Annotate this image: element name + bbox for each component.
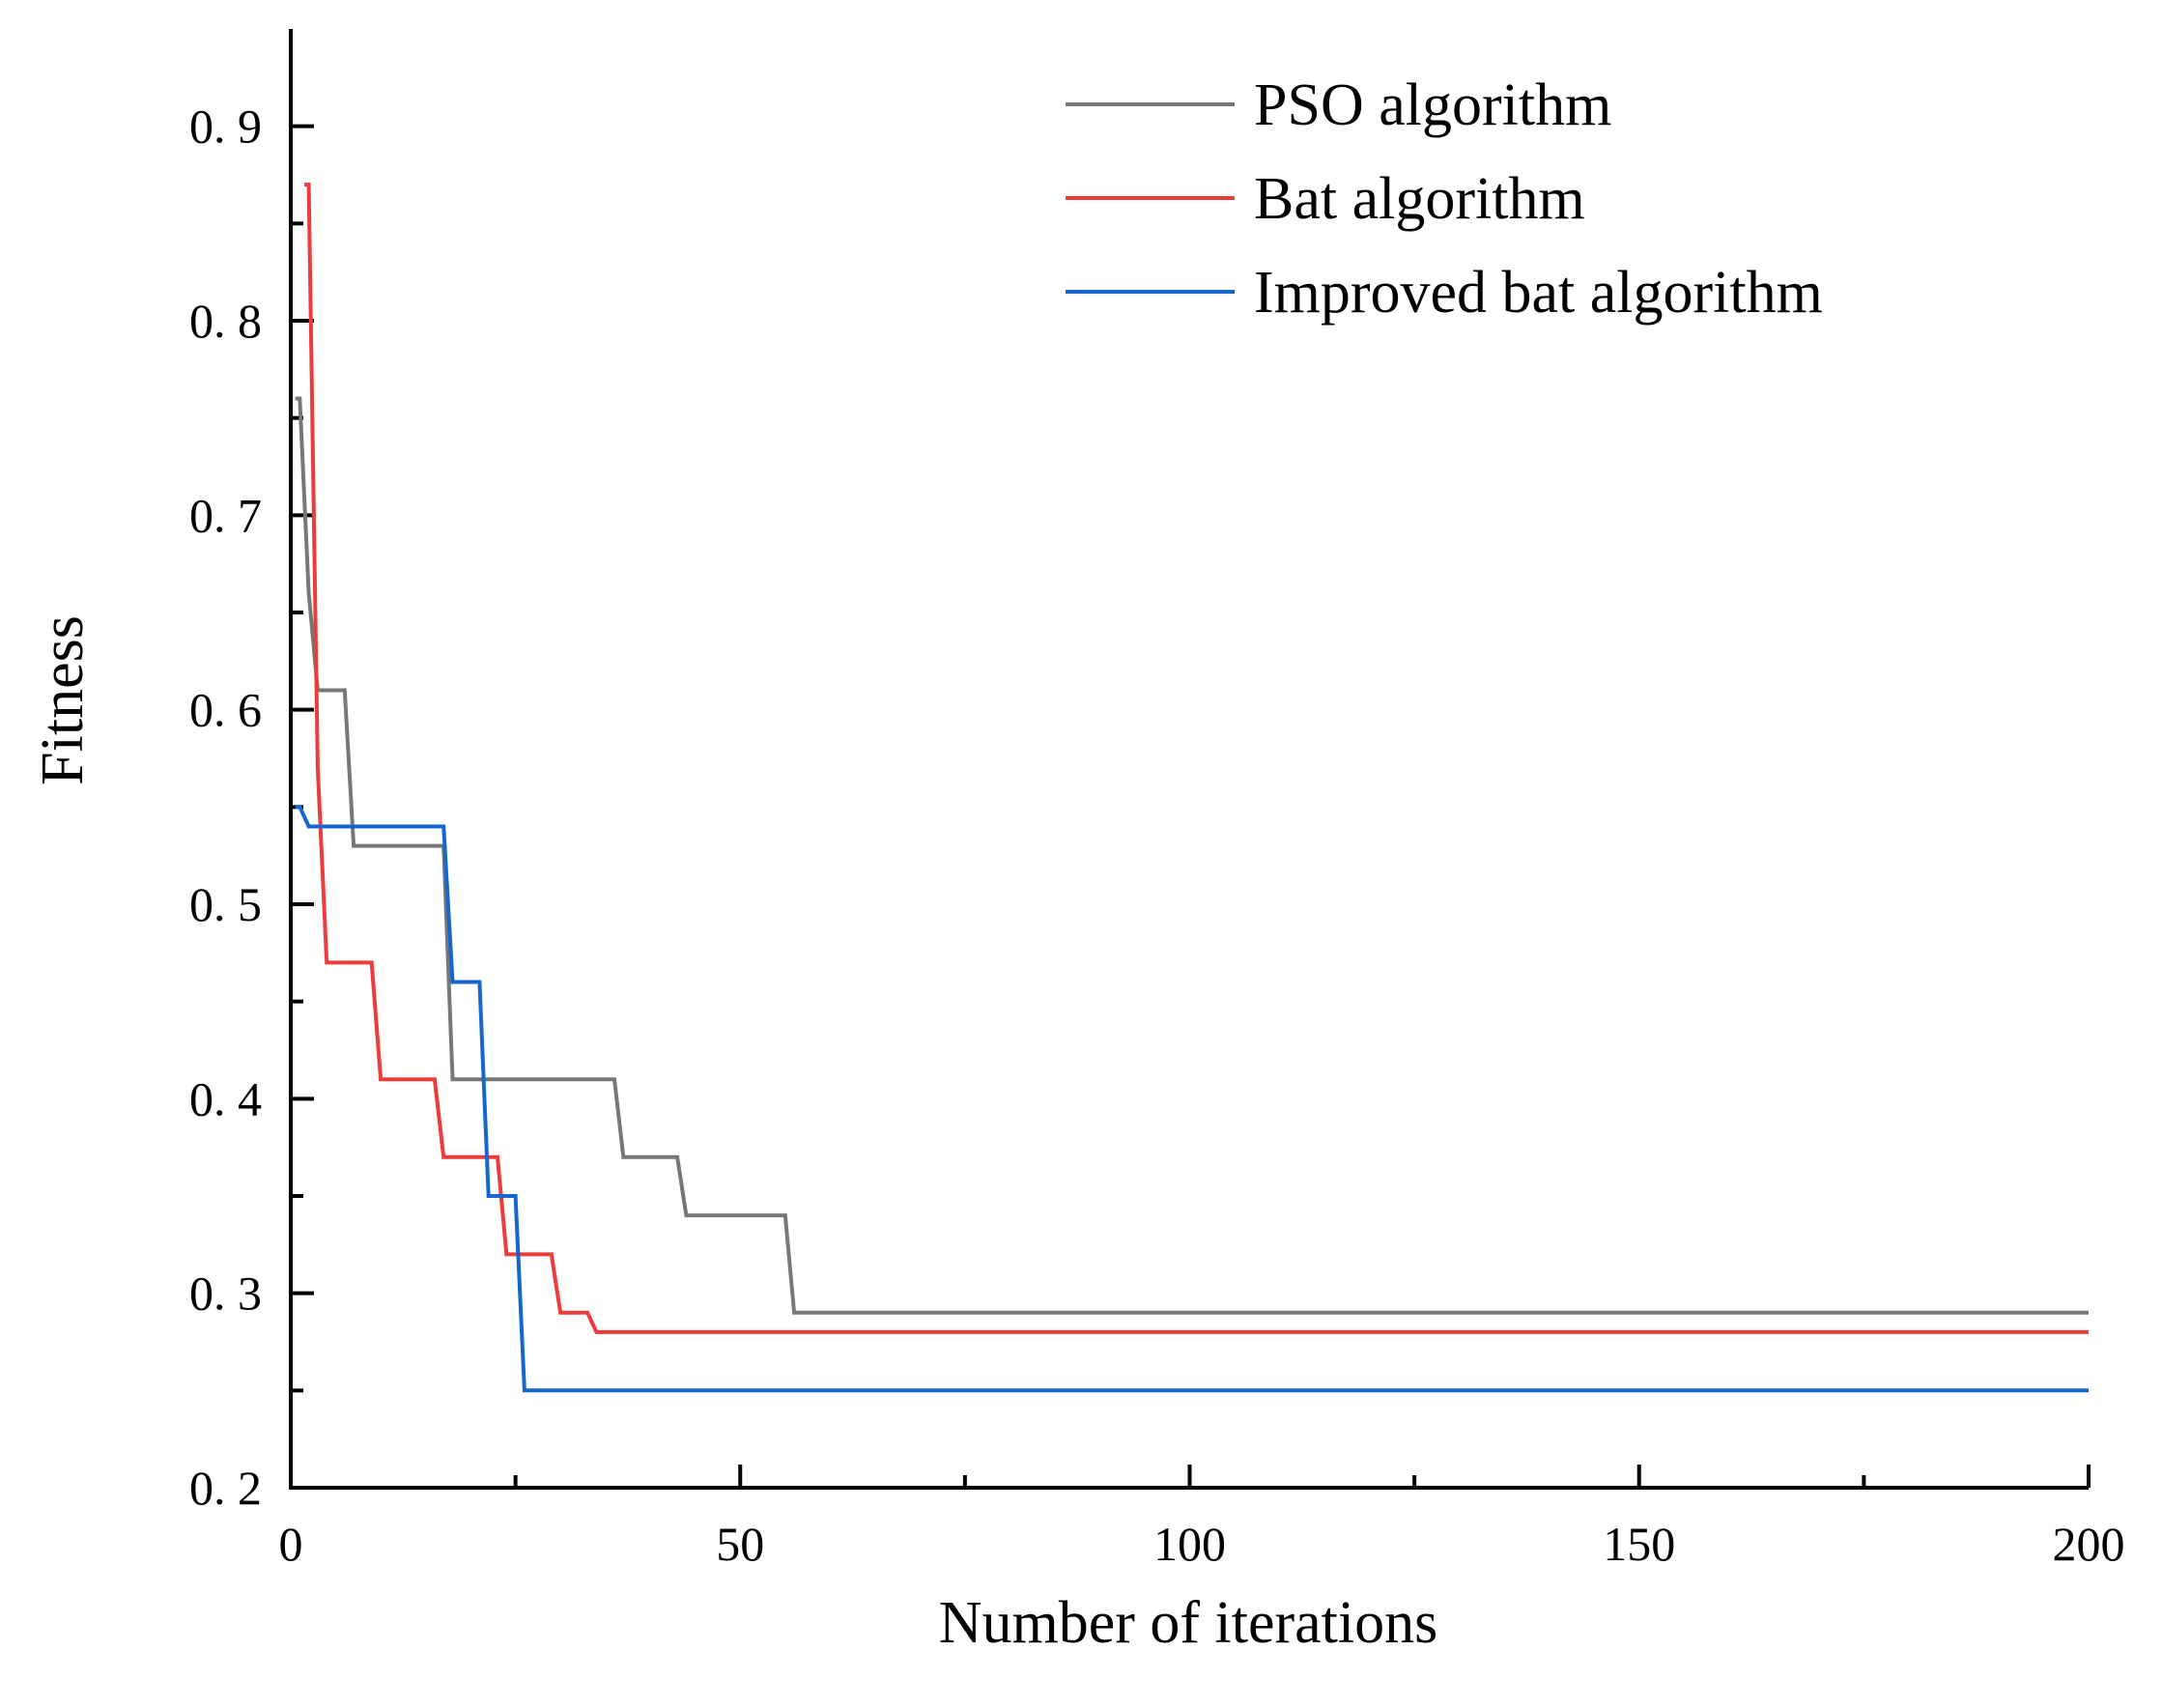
y-tick-label: 0. 2	[189, 1461, 262, 1515]
y-tick-label: 0. 5	[189, 877, 262, 931]
x-tick-label: 50	[716, 1517, 764, 1571]
series-line-3	[295, 805, 2089, 1393]
x-tick-label: 200	[2053, 1517, 2125, 1571]
y-tick-label: 0. 4	[189, 1071, 262, 1125]
y-axis-title: Fitness	[30, 615, 96, 785]
y-tick-label: 0. 8	[189, 294, 262, 348]
series-line-1	[295, 396, 2089, 1315]
series-line-2	[304, 183, 2089, 1334]
x-tick-label: 0	[279, 1517, 303, 1571]
x-tick-label: 100	[1153, 1517, 1226, 1571]
y-tick-label: 0. 6	[189, 683, 262, 737]
legend-label-1: PSO algorithm	[1254, 72, 1611, 138]
axes: 0. 2 0. 3 0. 4 0. 5 0. 6 0. 7 0. 8 0. 9 0 50 100 15…	[189, 29, 2125, 1571]
legend: PSO algorithm Bat algorithm Improved bat a…	[1066, 72, 1823, 326]
legend-label-2: Bat algorithm	[1254, 166, 1585, 232]
legend-label-3: Improved bat algorithm	[1254, 260, 1823, 326]
y-tick-label: 0. 7	[189, 488, 262, 542]
y-tick-label: 0. 9	[189, 100, 262, 154]
x-tick-label: 150	[1603, 1517, 1675, 1571]
y-tick-label: 0. 3	[189, 1267, 262, 1321]
series-group	[295, 183, 2089, 1393]
x-axis-title: Number of iterations	[939, 1590, 1438, 1656]
